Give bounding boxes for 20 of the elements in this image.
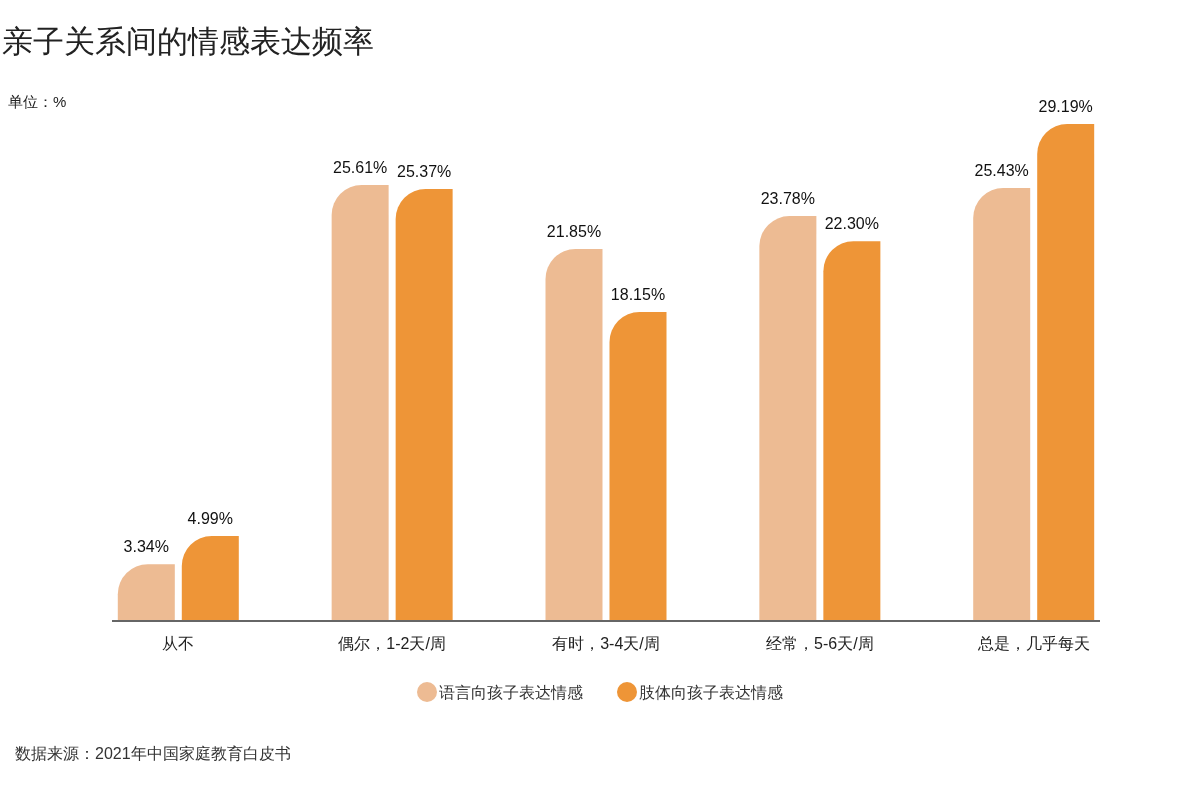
data-label: 25.61%: [333, 158, 388, 176]
annotation: 数据来源：2021年中国家庭教育白皮书: [15, 745, 291, 762]
x-tick-label: 从不: [162, 635, 195, 652]
data-label: 22.30%: [824, 215, 879, 233]
data-label: 29.19%: [1038, 98, 1093, 115]
data-label: 25.37%: [397, 163, 452, 181]
data-label: 3.34%: [123, 538, 169, 556]
x-tick-label: 有时，3-4天/周: [552, 635, 660, 652]
legend-label: 语言向孩子表达情感: [439, 684, 583, 701]
legend-label: 肢体向孩子表达情感: [639, 684, 783, 701]
title: 亲子关系间的情感表达频率: [2, 24, 374, 59]
data-label: 23.78%: [760, 190, 815, 208]
data-label: 4.99%: [187, 510, 233, 528]
x-tick-label: 经常，5-6天/周: [766, 635, 874, 652]
x-tick-label: 总是，几乎每天: [977, 635, 1090, 652]
ylabel: 单位：%: [8, 93, 67, 110]
data-label: 25.43%: [974, 162, 1029, 179]
data-label: 18.15%: [610, 285, 666, 303]
data-label: 21.85%: [546, 222, 602, 240]
x-tick-label: 偶尔，1-2天/周: [338, 635, 446, 652]
